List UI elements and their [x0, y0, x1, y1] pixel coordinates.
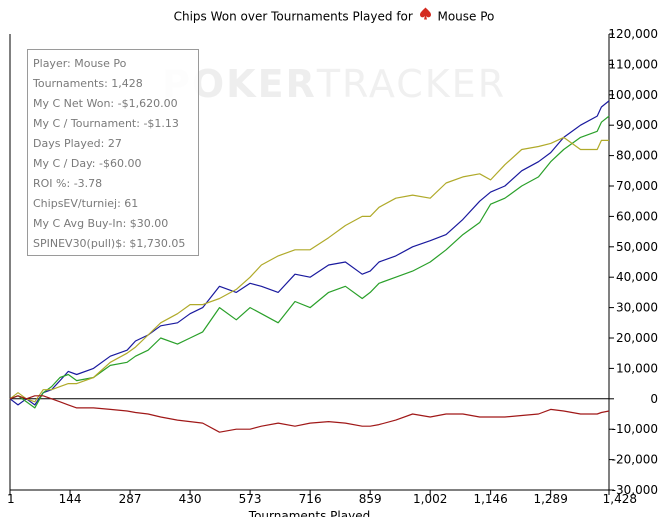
stat-per-day: My C / Day: -$60.00	[33, 157, 142, 170]
y-tick-label: 30,000	[616, 301, 658, 315]
x-tick-label: 1	[7, 492, 15, 506]
axes-layer: 120,000110,000100,00090,00080,00070,0006…	[7, 27, 658, 517]
x-tick-label: 1,428	[603, 492, 637, 506]
chart-title-prefix: Chips Won over Tournaments Played for	[173, 9, 413, 24]
series-line-3	[9, 136, 609, 403]
stat-avg-buyin: My C Avg Buy-In: $30.00	[33, 217, 169, 230]
x-tick-label: 1,289	[533, 492, 567, 506]
x-tick-label: 1,002	[413, 492, 447, 506]
x-tick-label: 859	[359, 492, 382, 506]
series-line-2	[9, 115, 610, 409]
x-tick-label: 144	[59, 492, 82, 506]
stat-tournaments: Tournaments: 1,428	[33, 77, 143, 90]
series-layer	[9, 100, 610, 433]
chart-title-player: Mouse Po	[437, 9, 495, 24]
y-tick-label: 70,000	[616, 179, 658, 193]
x-tick-label: 287	[119, 492, 142, 506]
y-tick-label: 120,000	[608, 27, 658, 41]
stat-spinev: SPINEV30(pull)$: $1,730.05	[33, 237, 186, 250]
y-tick-label: 60,000	[616, 209, 658, 223]
stat-roi: ROI %: -3.78	[33, 177, 103, 190]
series-line-1	[9, 100, 610, 406]
x-axis-label: Tournaments Played	[248, 509, 370, 517]
y-tick-label: 100,000	[608, 88, 658, 102]
stat-net-won: My C Net Won: -$1,620.00	[33, 97, 178, 110]
y-tick-label: 50,000	[616, 240, 658, 254]
stat-player: Player: Mouse Po	[33, 57, 127, 70]
x-tick-label: 573	[239, 492, 262, 506]
y-tick-label: 10,000	[616, 361, 658, 375]
stat-per-tournament: My C / Tournament: -$1.13	[33, 117, 179, 130]
y-tick-label: 90,000	[616, 118, 658, 132]
y-tick-label: 0	[650, 392, 658, 406]
series-line-4	[9, 395, 610, 433]
plot-area	[9, 34, 610, 491]
y-tick-label: 110,000	[608, 57, 658, 71]
y-tick-label: 80,000	[616, 149, 658, 163]
stat-days-played: Days Played: 27	[33, 137, 122, 150]
y-tick-label: 20,000	[616, 331, 658, 345]
y-tick-label: -10,000	[612, 422, 658, 436]
stats-panel: Player: Mouse Po Tournaments: 1,428 My C…	[27, 49, 199, 256]
pokertracker-watermark: POKERTRACKER	[162, 62, 507, 106]
spade-icon	[419, 7, 431, 20]
stat-chipsev: ChipsEV/turniej: 61	[33, 197, 139, 210]
x-tick-label: 716	[299, 492, 322, 506]
y-tick-label: 40,000	[616, 270, 658, 284]
y-tick-label: -30,000	[612, 483, 658, 497]
x-tick-label: 430	[179, 492, 202, 506]
y-tick-label: -20,000	[612, 453, 658, 467]
chart-title: Chips Won over Tournaments Played for Mo…	[0, 7, 668, 24]
x-tick-label: 1,146	[473, 492, 507, 506]
